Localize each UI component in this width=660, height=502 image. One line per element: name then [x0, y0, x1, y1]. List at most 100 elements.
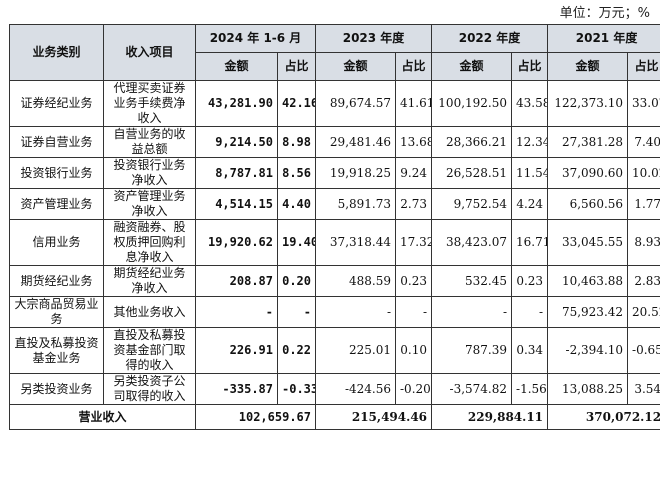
ratio-cell: 0.22: [277, 327, 316, 374]
amount-cell: 225.01: [315, 327, 396, 374]
ratio-cell: -: [511, 296, 549, 328]
category-cell: 信用业务: [9, 219, 104, 266]
ratio-cell: 19.40: [277, 219, 316, 266]
ratio-cell: 4.24: [511, 188, 549, 220]
category-cell: 期货经纪业务: [9, 265, 104, 297]
header-period-2024h1: 2024 年 1-6 月: [195, 24, 316, 53]
amount-cell: 8,787.81: [195, 157, 278, 189]
total-label: 营业收入: [9, 404, 196, 430]
ratio-cell: 8.56: [277, 157, 316, 189]
amount-cell: -335.87: [195, 373, 278, 405]
header-ratio: 占比: [277, 52, 316, 81]
header-item: 收入项目: [103, 24, 196, 81]
amount-cell: 28,366.21: [431, 126, 513, 158]
item-cell: 资产管理业务净收入: [103, 188, 196, 220]
ratio-cell: 3.54: [627, 373, 660, 405]
category-cell: 证券自营业务: [9, 126, 104, 158]
category-cell: 资产管理业务: [9, 188, 104, 220]
amount-cell: 208.87: [195, 265, 278, 297]
amount-cell: 75,923.42: [547, 296, 629, 328]
amount-cell: 787.39: [431, 327, 513, 374]
amount-cell: 13,088.25: [547, 373, 629, 405]
ratio-cell: -: [394, 296, 433, 328]
item-cell: 融资融券、股权质押回购利息净收入: [103, 219, 196, 266]
category-cell: 大宗商品贸易业务: [9, 296, 104, 328]
item-cell: 代理买卖证券业务手续费净收入: [103, 80, 196, 127]
amount-cell: 9,214.50: [195, 126, 278, 158]
ratio-cell: 8.93: [627, 219, 660, 266]
ratio-cell: 43.58: [511, 80, 549, 127]
item-cell: 期货经纪业务净收入: [103, 265, 196, 297]
revenue-table: 业务类别 收入项目 2024 年 1-6 月 2023 年度 2022 年度 2…: [9, 24, 660, 430]
table-row: 另类投资业务 另类投资子公司取得的收入 -335.87 -0.33 -424.56 -0.…: [9, 373, 660, 405]
revenue-table-container: 业务类别 收入项目 2024 年 1-6 月 2023 年度 2022 年度 2…: [9, 24, 660, 430]
ratio-cell: 0.10: [394, 327, 433, 374]
ratio-cell: 1.77: [627, 188, 660, 220]
ratio-cell: 4.40: [277, 188, 316, 220]
amount-cell: 532.45: [431, 265, 513, 297]
amount-cell: -424.56: [315, 373, 396, 405]
amount-cell: 5,891.73: [315, 188, 396, 220]
header-amount: 金额: [195, 52, 278, 81]
item-cell: 投资银行业务净收入: [103, 157, 196, 189]
total-value: 229,884.11: [431, 404, 549, 430]
ratio-cell: -0.33: [277, 373, 316, 405]
header-amount: 金额: [315, 52, 396, 81]
item-cell: 另类投资子公司取得的收入: [103, 373, 196, 405]
ratio-cell: 33.07: [627, 80, 660, 127]
header-period-2023: 2023 年度: [314, 24, 433, 53]
amount-cell: -: [195, 296, 278, 328]
amount-cell: 38,423.07: [431, 219, 513, 266]
header-ratio: 占比: [627, 52, 660, 81]
amount-cell: 4,514.15: [195, 188, 278, 220]
header-category: 业务类别: [9, 24, 104, 81]
amount-cell: -: [315, 296, 396, 328]
table-row: 证券经纪业务 代理买卖证券业务手续费净收入 43,281.90 42.16 89,674…: [9, 80, 660, 127]
item-cell: 直投及私募投资基金部门取得的收入: [103, 327, 196, 374]
item-cell: 其他业务收入: [103, 296, 196, 328]
ratio-cell: 0.23: [394, 265, 433, 297]
header-ratio: 占比: [394, 52, 433, 81]
ratio-cell: 42.16: [277, 80, 316, 127]
item-cell: 自营业务的收益总额: [103, 126, 196, 158]
amount-cell: 9,752.54: [431, 188, 513, 220]
ratio-cell: 12.34: [511, 126, 549, 158]
amount-cell: 226.91: [195, 327, 278, 374]
amount-cell: 122,373.10: [547, 80, 629, 127]
ratio-cell: 13.68: [394, 126, 433, 158]
amount-cell: 37,318.44: [315, 219, 396, 266]
ratio-cell: 0.34: [511, 327, 549, 374]
category-cell: 投资银行业务: [9, 157, 104, 189]
amount-cell: 6,560.56: [547, 188, 629, 220]
amount-cell: 89,674.57: [315, 80, 396, 127]
amount-cell: 19,918.25: [315, 157, 396, 189]
amount-cell: 27,381.28: [547, 126, 629, 158]
ratio-cell: -1.56: [511, 373, 549, 405]
table-row: 期货经纪业务 期货经纪业务净收入 208.87 0.20 488.59 0.23 532.4…: [9, 265, 660, 297]
amount-cell: 10,463.88: [547, 265, 629, 297]
header-ratio: 占比: [511, 52, 549, 81]
amount-cell: -: [431, 296, 513, 328]
total-value: 215,494.46: [314, 404, 433, 430]
table-row: 投资银行业务 投资银行业务净收入 8,787.81 8.56 19,918.25 9.24…: [9, 157, 660, 189]
unit-note: 单位：万元；%: [559, 6, 650, 21]
amount-cell: 488.59: [315, 265, 396, 297]
amount-cell: 26,528.51: [431, 157, 513, 189]
category-cell: 直投及私募投资基金业务: [9, 327, 104, 374]
category-cell: 证券经纪业务: [9, 80, 104, 127]
total-value: 102,659.67: [195, 404, 316, 430]
table-row: 直投及私募投资基金业务 直投及私募投资基金部门取得的收入 226.91 0.22 225…: [9, 327, 660, 374]
header-amount: 金额: [431, 52, 513, 81]
ratio-cell: 0.23: [511, 265, 549, 297]
amount-cell: 33,045.55: [547, 219, 629, 266]
ratio-cell: 2.83: [627, 265, 660, 297]
table-row: 证券自营业务 自营业务的收益总额 9,214.50 8.98 29,481.46 13.6…: [9, 126, 660, 158]
total-row: 营业收入 102,659.67 215,494.46 229,884.11 37…: [9, 404, 660, 430]
amount-cell: 100,192.50: [431, 80, 513, 127]
amount-cell: 43,281.90: [195, 80, 278, 127]
ratio-cell: 7.40: [627, 126, 660, 158]
table-row: 资产管理业务 资产管理业务净收入 4,514.15 4.40 5,891.73 2.73 9…: [9, 188, 660, 220]
ratio-cell: 20.52: [627, 296, 660, 328]
total-value: 370,072.12: [547, 404, 660, 430]
